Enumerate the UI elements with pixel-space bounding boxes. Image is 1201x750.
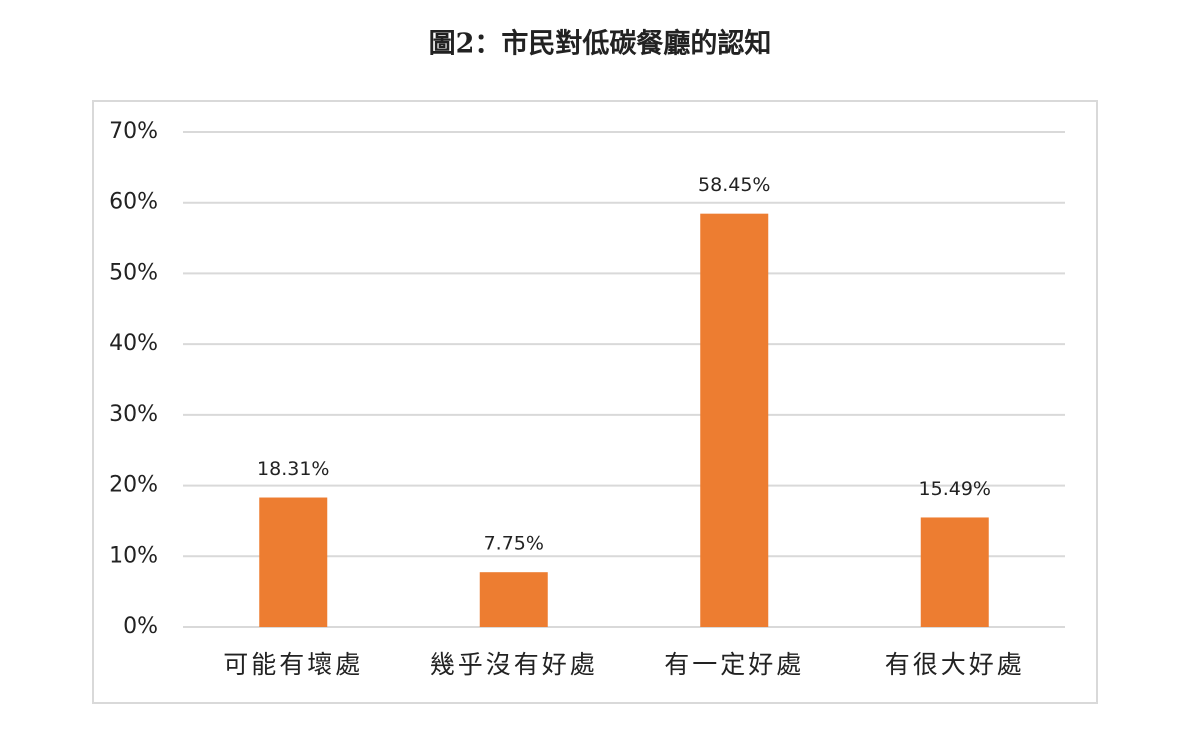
y-tick-label: 60%: [109, 190, 158, 215]
bar: [479, 572, 548, 627]
data-label: 15.49%: [919, 478, 991, 500]
y-tick-label: 10%: [109, 543, 158, 568]
bar: [700, 213, 769, 628]
x-tick-label: 有很大好處: [885, 650, 1025, 679]
bar: [259, 497, 328, 627]
data-label: 7.75%: [484, 533, 544, 555]
chart-title: 圖2：市民對低碳餐廳的認知: [429, 28, 772, 60]
x-tick-label: 可能有壞處: [223, 650, 363, 679]
x-tick-label: 幾乎沒有好處: [430, 650, 598, 679]
y-tick-label: 0%: [123, 614, 158, 639]
y-tick-label: 30%: [109, 402, 158, 427]
y-tick-label: 20%: [109, 473, 158, 498]
x-tick-label: 有一定好處: [664, 650, 804, 679]
data-label: 58.45%: [698, 174, 770, 196]
y-tick-label: 50%: [109, 260, 158, 285]
y-tick-label: 70%: [109, 119, 158, 144]
chart-frame: [92, 100, 1098, 704]
y-tick-label: 40%: [109, 331, 158, 356]
data-label: 18.31%: [257, 458, 329, 480]
bar: [920, 517, 989, 627]
